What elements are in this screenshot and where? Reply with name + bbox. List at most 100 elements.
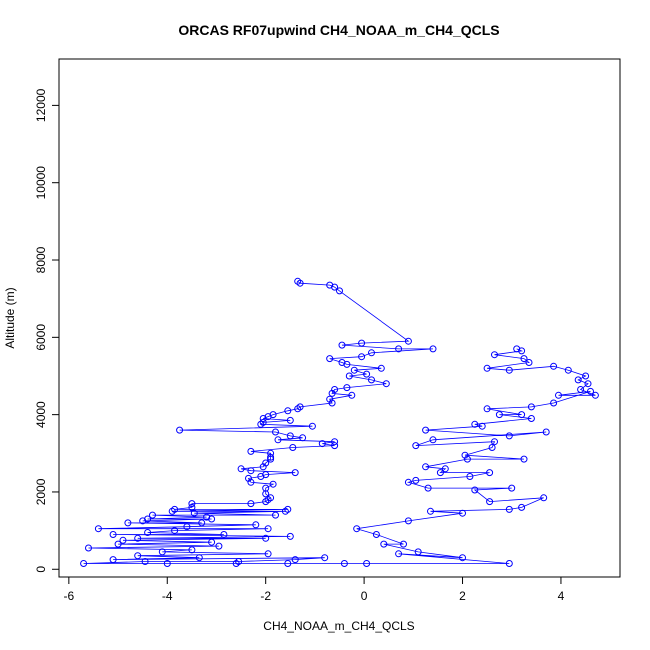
data-point: [176, 426, 184, 434]
data-point: [404, 337, 412, 345]
data-point: [188, 503, 196, 511]
data-point: [424, 484, 432, 492]
data-point: [296, 279, 304, 287]
data-point: [308, 422, 316, 430]
data-point: [264, 550, 272, 558]
y-tick-label: 10000: [34, 166, 48, 200]
data-point: [542, 428, 550, 436]
data-point: [412, 442, 420, 450]
data-point: [281, 507, 289, 515]
data-point: [491, 438, 498, 446]
data-point: [215, 542, 223, 550]
x-tick-label: -6: [64, 589, 75, 603]
data-point: [380, 540, 388, 548]
data-point: [331, 442, 339, 450]
data-point: [171, 527, 179, 535]
data-point: [550, 362, 558, 370]
data-point: [574, 376, 582, 384]
data-point: [247, 467, 255, 475]
data-point: [466, 473, 474, 480]
data-point: [584, 380, 592, 388]
data-point: [372, 531, 380, 538]
x-tick-label: -2: [260, 589, 271, 603]
data-point: [505, 432, 513, 440]
data-point: [345, 372, 353, 380]
data-point: [158, 548, 166, 556]
data-point: [513, 345, 521, 353]
data-point: [149, 511, 156, 519]
data-point: [412, 476, 420, 484]
data-point: [404, 517, 412, 525]
data-point: [471, 486, 479, 494]
data-point: [368, 376, 375, 384]
data-point: [134, 552, 142, 560]
data-point: [183, 523, 191, 531]
data-point: [525, 359, 533, 366]
data-point: [331, 438, 339, 446]
data-point: [237, 465, 245, 473]
data-point: [436, 469, 444, 477]
data-point: [427, 507, 434, 515]
x-tick-label: 0: [361, 589, 368, 603]
data-point: [109, 556, 117, 564]
y-tick-label: 4000: [34, 401, 48, 428]
data-point: [350, 366, 358, 374]
data-point: [291, 556, 299, 564]
data-point: [195, 554, 203, 562]
data-point: [486, 498, 494, 506]
data-point: [284, 560, 292, 567]
data-point: [262, 498, 270, 506]
data-point: [286, 532, 294, 540]
data-point: [363, 560, 371, 567]
data-point: [495, 411, 503, 419]
data-point: [577, 386, 585, 393]
data-point: [459, 554, 466, 562]
data-point: [527, 403, 535, 411]
data-point: [527, 415, 535, 422]
data-point: [358, 339, 366, 347]
data-point: [321, 554, 329, 562]
data-point: [382, 380, 390, 388]
data-point: [343, 384, 351, 392]
data-point: [289, 444, 297, 451]
data-point: [190, 509, 198, 517]
data-point: [555, 391, 562, 399]
data-point: [414, 548, 422, 556]
data-point: [505, 560, 513, 567]
data-point: [252, 521, 260, 529]
data-point: [272, 511, 279, 519]
data-point: [368, 349, 375, 357]
data-point: [518, 411, 526, 419]
data-point: [267, 453, 275, 461]
data-point: [269, 480, 277, 488]
data-point: [299, 434, 307, 442]
data-point: [326, 395, 334, 403]
data-point: [395, 550, 403, 558]
data-point: [328, 399, 336, 407]
data-point: [139, 517, 147, 525]
data-point: [262, 534, 270, 542]
data-point: [486, 469, 494, 477]
data-point: [377, 364, 385, 372]
data-point: [338, 341, 346, 349]
x-tick-label: 4: [558, 589, 565, 603]
data-point: [505, 505, 513, 513]
data-point: [429, 345, 437, 353]
data-series: [80, 277, 599, 567]
data-point: [257, 420, 265, 428]
data-point: [274, 436, 282, 444]
data-point: [294, 405, 302, 413]
data-point: [257, 473, 265, 480]
data-point: [564, 366, 572, 374]
data-point: [340, 560, 348, 567]
data-point: [272, 428, 279, 436]
data-point: [247, 478, 255, 486]
data-point: [358, 353, 366, 361]
data-point: [85, 544, 92, 552]
data-point: [508, 484, 516, 492]
y-tick-label: 12000: [34, 88, 48, 122]
x-axis-label: CH4_NOAA_m_CH4_QCLS: [263, 619, 414, 633]
data-point: [134, 534, 142, 542]
y-tick-label: 6000: [34, 324, 48, 351]
